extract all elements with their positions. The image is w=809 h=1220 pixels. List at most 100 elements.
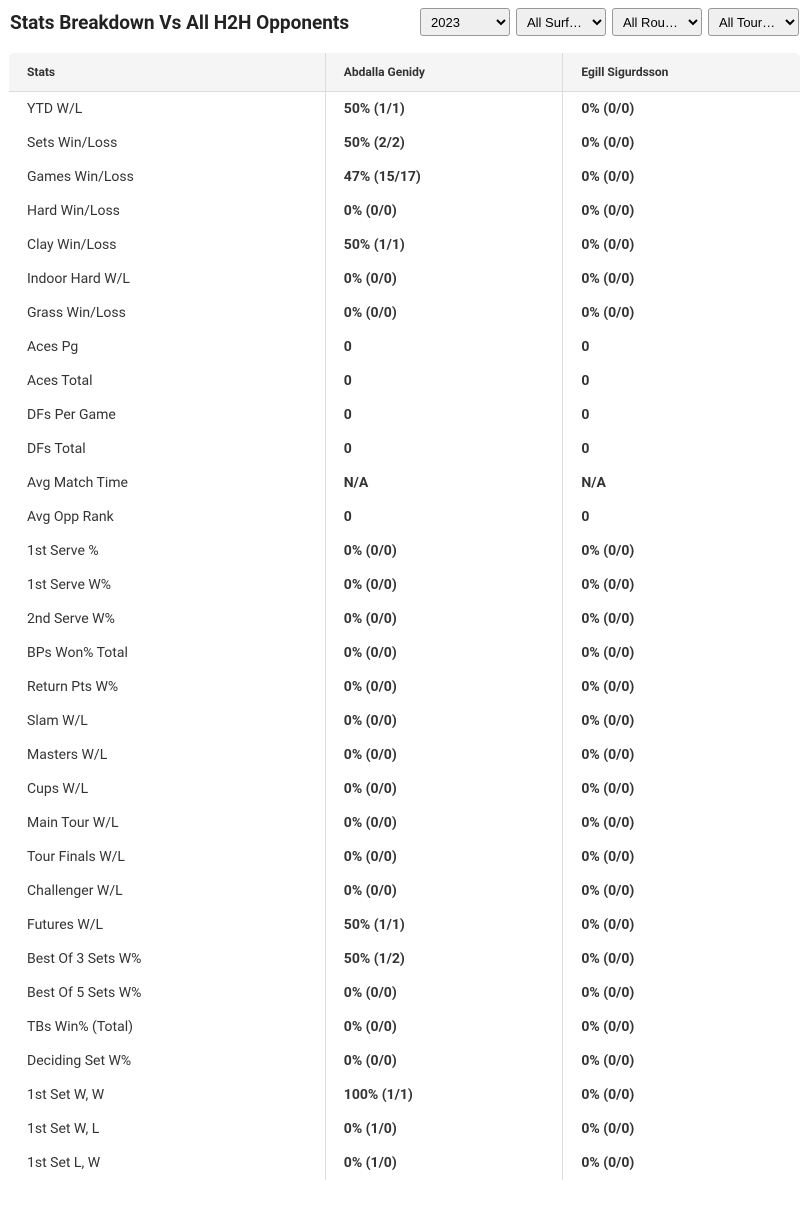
stat-label: Grass Win/Loss: [9, 296, 326, 330]
stat-value-player2: 0% (0/0): [563, 126, 801, 160]
stat-value-player2: N/A: [563, 466, 801, 500]
stat-label: Avg Opp Rank: [9, 500, 326, 534]
table-row: 1st Set W, W100% (1/1)0% (0/0): [9, 1078, 801, 1112]
stat-label: BPs Won% Total: [9, 636, 326, 670]
stat-value-player1: 0% (0/0): [325, 874, 563, 908]
table-row: Return Pts W%0% (0/0)0% (0/0): [9, 670, 801, 704]
stat-value-player1: 50% (1/2): [325, 942, 563, 976]
table-row: Aces Pg00: [9, 330, 801, 364]
stat-value-player1: 0% (0/0): [325, 976, 563, 1010]
table-row: Deciding Set W%0% (0/0)0% (0/0): [9, 1044, 801, 1078]
stat-label: 1st Set W, W: [9, 1078, 326, 1112]
stat-value-player1: 0% (0/0): [325, 568, 563, 602]
stat-value-player1: 0% (0/0): [325, 534, 563, 568]
table-row: Cups W/L0% (0/0)0% (0/0): [9, 772, 801, 806]
table-body: YTD W/L50% (1/1)0% (0/0)Sets Win/Loss50%…: [9, 92, 801, 1181]
table-row: Futures W/L50% (1/1)0% (0/0): [9, 908, 801, 942]
stat-label: DFs Per Game: [9, 398, 326, 432]
stat-value-player2: 0% (0/0): [563, 976, 801, 1010]
tour-select[interactable]: All Tour…: [708, 8, 799, 36]
col-header-player2: Egill Sigurdsson: [563, 53, 801, 92]
stat-value-player2: 0% (0/0): [563, 1112, 801, 1146]
table-row: Avg Match TimeN/AN/A: [9, 466, 801, 500]
stat-label: 2nd Serve W%: [9, 602, 326, 636]
table-row: Aces Total00: [9, 364, 801, 398]
table-row: Clay Win/Loss50% (1/1)0% (0/0): [9, 228, 801, 262]
stat-label: Cups W/L: [9, 772, 326, 806]
stat-value-player1: 0% (0/0): [325, 840, 563, 874]
stat-value-player1: 50% (1/1): [325, 908, 563, 942]
stat-value-player2: 0% (0/0): [563, 160, 801, 194]
stat-value-player2: 0% (0/0): [563, 806, 801, 840]
stat-value-player2: 0% (0/0): [563, 738, 801, 772]
table-row: DFs Total00: [9, 432, 801, 466]
stat-value-player2: 0% (0/0): [563, 262, 801, 296]
table-row: Masters W/L0% (0/0)0% (0/0): [9, 738, 801, 772]
stat-value-player1: N/A: [325, 466, 563, 500]
table-row: Challenger W/L0% (0/0)0% (0/0): [9, 874, 801, 908]
table-header-row: Stats Abdalla Genidy Egill Sigurdsson: [9, 53, 801, 92]
round-select[interactable]: All Rou…: [612, 8, 702, 36]
stat-value-player2: 0: [563, 398, 801, 432]
stat-value-player2: 0% (0/0): [563, 194, 801, 228]
stat-value-player2: 0% (0/0): [563, 1044, 801, 1078]
stat-value-player2: 0% (0/0): [563, 1078, 801, 1112]
stat-label: 1st Set W, L: [9, 1112, 326, 1146]
stat-value-player1: 50% (2/2): [325, 126, 563, 160]
stat-value-player2: 0% (0/0): [563, 296, 801, 330]
table-row: Grass Win/Loss0% (0/0)0% (0/0): [9, 296, 801, 330]
page-title: Stats Breakdown Vs All H2H Opponents: [10, 11, 349, 34]
stat-label: YTD W/L: [9, 92, 326, 127]
stats-table: Stats Abdalla Genidy Egill Sigurdsson YT…: [8, 52, 801, 1181]
stat-value-player2: 0% (0/0): [563, 1010, 801, 1044]
stat-value-player2: 0% (0/0): [563, 942, 801, 976]
stat-value-player1: 0% (0/0): [325, 704, 563, 738]
stat-label: Main Tour W/L: [9, 806, 326, 840]
stat-value-player2: 0% (0/0): [563, 602, 801, 636]
stat-value-player2: 0% (0/0): [563, 670, 801, 704]
stat-value-player1: 0% (0/0): [325, 738, 563, 772]
stat-value-player1: 0% (0/0): [325, 1010, 563, 1044]
table-row: 1st Serve %0% (0/0)0% (0/0): [9, 534, 801, 568]
stat-value-player1: 0: [325, 432, 563, 466]
stat-value-player2: 0: [563, 330, 801, 364]
stat-value-player1: 0% (1/0): [325, 1112, 563, 1146]
stat-value-player2: 0: [563, 364, 801, 398]
year-select[interactable]: 2023: [420, 8, 510, 36]
stat-label: Best Of 5 Sets W%: [9, 976, 326, 1010]
stat-label: Masters W/L: [9, 738, 326, 772]
stat-label: 1st Set L, W: [9, 1146, 326, 1181]
stat-value-player1: 0: [325, 364, 563, 398]
table-row: Hard Win/Loss0% (0/0)0% (0/0): [9, 194, 801, 228]
stat-value-player1: 0: [325, 398, 563, 432]
stat-value-player1: 0: [325, 330, 563, 364]
table-row: 2nd Serve W%0% (0/0)0% (0/0): [9, 602, 801, 636]
stat-value-player2: 0% (0/0): [563, 228, 801, 262]
stat-label: Aces Pg: [9, 330, 326, 364]
stat-value-player1: 0% (0/0): [325, 806, 563, 840]
table-row: Tour Finals W/L0% (0/0)0% (0/0): [9, 840, 801, 874]
table-row: Sets Win/Loss50% (2/2)0% (0/0): [9, 126, 801, 160]
stat-label: Games Win/Loss: [9, 160, 326, 194]
stat-value-player2: 0% (0/0): [563, 772, 801, 806]
stat-label: Hard Win/Loss: [9, 194, 326, 228]
stat-value-player1: 50% (1/1): [325, 92, 563, 127]
stat-value-player2: 0% (0/0): [563, 568, 801, 602]
stat-label: 1st Serve %: [9, 534, 326, 568]
stat-value-player1: 0% (0/0): [325, 602, 563, 636]
stat-label: Avg Match Time: [9, 466, 326, 500]
table-row: Best Of 5 Sets W%0% (0/0)0% (0/0): [9, 976, 801, 1010]
col-header-stats: Stats: [9, 53, 326, 92]
table-row: Avg Opp Rank00: [9, 500, 801, 534]
stat-label: DFs Total: [9, 432, 326, 466]
stat-label: Challenger W/L: [9, 874, 326, 908]
stat-value-player2: 0% (0/0): [563, 636, 801, 670]
table-row: DFs Per Game00: [9, 398, 801, 432]
surface-select[interactable]: All Surf…: [516, 8, 606, 36]
stat-label: Deciding Set W%: [9, 1044, 326, 1078]
stat-value-player2: 0% (0/0): [563, 840, 801, 874]
stat-label: Indoor Hard W/L: [9, 262, 326, 296]
stat-value-player1: 0% (0/0): [325, 194, 563, 228]
table-row: Indoor Hard W/L0% (0/0)0% (0/0): [9, 262, 801, 296]
stat-value-player1: 0% (0/0): [325, 636, 563, 670]
